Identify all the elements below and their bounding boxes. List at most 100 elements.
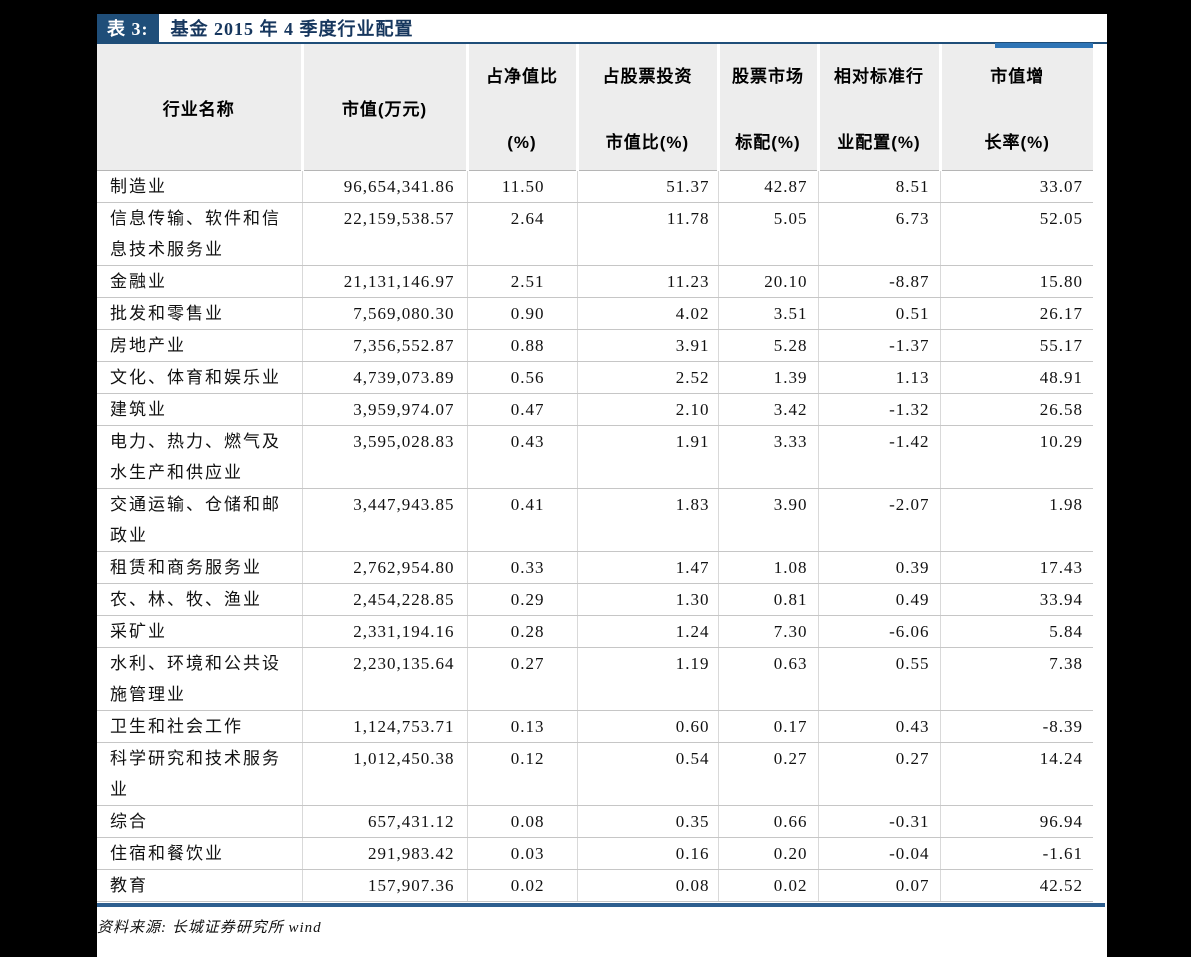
value-cell: 1.30	[576, 583, 718, 616]
value-cell: -1.42	[817, 425, 940, 489]
table-row: 交通运输、仓储和邮政业 3,447,943.85 0.41 1.83 3.90 -2.07…	[97, 488, 1093, 552]
value-cell: 657,431.12	[301, 805, 467, 838]
value-cell: 5.28	[717, 329, 818, 362]
value-cell: 0.51	[817, 297, 940, 330]
value-cell: 7,356,552.87	[301, 329, 467, 362]
industry-name-cell: 综合	[97, 805, 302, 838]
report-page: 表 3: 基金 2015 年 4 季度行业配置 行业名称 市值(万元) 占净值比 (%…	[97, 14, 1107, 957]
table-bottom-rule	[97, 903, 1105, 907]
column-header-industry: 行业名称	[97, 44, 302, 171]
column-header-line: 股票市场	[732, 67, 804, 86]
column-header-line: 市值(万元)	[341, 100, 428, 119]
table-row: 制造业 96,654,341.86 11.50 51.37 42.87 8.51 33.07	[97, 170, 1093, 203]
value-cell: 2.64	[466, 202, 577, 266]
value-cell: 2,454,228.85	[301, 583, 467, 616]
value-cell: 11.78	[576, 202, 718, 266]
column-header-pct-of-stock-investment: 占股票投资 市值比(%)	[575, 44, 718, 171]
value-cell: 0.39	[817, 551, 940, 584]
value-cell: 0.17	[717, 710, 818, 743]
value-cell: 0.33	[466, 551, 577, 584]
value-cell: 8.51	[817, 170, 940, 203]
table-title: 表 3: 基金 2015 年 4 季度行业配置	[97, 14, 1107, 42]
table-header-row: 行业名称 市值(万元) 占净值比 (%) 占股票投资 市值比(%) 股票市场 标配(%) 相对标…	[97, 44, 1093, 171]
value-cell: -0.31	[817, 805, 940, 838]
value-cell: 0.90	[466, 297, 577, 330]
industry-name-cell: 水利、环境和公共设施管理业	[97, 647, 302, 711]
industry-name-cell: 农、林、牧、渔业	[97, 583, 302, 616]
table-row: 水利、环境和公共设施管理业 2,230,135.64 0.27 1.19 0.63 0.5…	[97, 647, 1093, 711]
industry-name-cell: 房地产业	[97, 329, 302, 362]
value-cell: 1.13	[817, 361, 940, 394]
value-cell: 3,595,028.83	[301, 425, 467, 489]
title-underline	[97, 42, 1107, 48]
value-cell: 5.05	[717, 202, 818, 266]
value-cell: 0.60	[576, 710, 718, 743]
value-cell: 0.08	[576, 869, 718, 902]
column-header-line: 长率(%)	[984, 133, 1050, 152]
value-cell: 96,654,341.86	[301, 170, 467, 203]
value-cell: 0.35	[576, 805, 718, 838]
value-cell: 7.30	[717, 615, 818, 648]
industry-name-cell: 教育	[97, 869, 302, 902]
value-cell: 0.43	[466, 425, 577, 489]
value-cell: 0.47	[466, 393, 577, 426]
value-cell: 22,159,538.57	[301, 202, 467, 266]
value-cell: -1.61	[939, 837, 1093, 870]
value-cell: 0.16	[576, 837, 718, 870]
value-cell: 1.39	[717, 361, 818, 394]
value-cell: 42.87	[717, 170, 818, 203]
value-cell: 157,907.36	[301, 869, 467, 902]
industry-name-cell: 金融业	[97, 265, 302, 298]
value-cell: 17.43	[939, 551, 1093, 584]
value-cell: 0.54	[576, 742, 718, 806]
value-cell: 51.37	[576, 170, 718, 203]
value-cell: 3.90	[717, 488, 818, 552]
value-cell: 52.05	[939, 202, 1093, 266]
value-cell: 3.33	[717, 425, 818, 489]
value-cell: -8.87	[817, 265, 940, 298]
industry-name-cell: 科学研究和技术服务业	[97, 742, 302, 806]
value-cell: 20.10	[717, 265, 818, 298]
value-cell: 2.52	[576, 361, 718, 394]
column-header-line: 业配置(%)	[837, 133, 921, 152]
value-cell: 1.19	[576, 647, 718, 711]
column-header-market-value-growth: 市值增 长率(%)	[938, 44, 1093, 171]
value-cell: 33.07	[939, 170, 1093, 203]
value-cell: 11.23	[576, 265, 718, 298]
table-row: 采矿业 2,331,194.16 0.28 1.24 7.30 -6.06 5.84	[97, 615, 1093, 648]
value-cell: 26.17	[939, 297, 1093, 330]
value-cell: 10.29	[939, 425, 1093, 489]
value-cell: 21,131,146.97	[301, 265, 467, 298]
value-cell: 1.47	[576, 551, 718, 584]
table-body: 制造业 96,654,341.86 11.50 51.37 42.87 8.51 33.07…	[97, 170, 1093, 902]
value-cell: 0.13	[466, 710, 577, 743]
industry-name-cell: 租赁和商务服务业	[97, 551, 302, 584]
table-row: 教育 157,907.36 0.02 0.08 0.02 0.07 42.52	[97, 869, 1093, 902]
value-cell: 14.24	[939, 742, 1093, 806]
value-cell: 11.50	[466, 170, 577, 203]
value-cell: 2,230,135.64	[301, 647, 467, 711]
column-header-relative-benchmark-allocation: 相对标准行 业配置(%)	[816, 44, 940, 171]
column-header-line: 占净值比	[486, 67, 558, 86]
value-cell: 1.98	[939, 488, 1093, 552]
value-cell: 7.38	[939, 647, 1093, 711]
value-cell: -8.39	[939, 710, 1093, 743]
table-row: 信息传输、软件和信息技术服务业 22,159,538.57 2.64 11.78 5.0…	[97, 202, 1093, 266]
value-cell: 0.20	[717, 837, 818, 870]
value-cell: 55.17	[939, 329, 1093, 362]
table-title-text: 基金 2015 年 4 季度行业配置	[170, 19, 414, 39]
value-cell: -0.04	[817, 837, 940, 870]
value-cell: 0.27	[817, 742, 940, 806]
value-cell: -2.07	[817, 488, 940, 552]
value-cell: 33.94	[939, 583, 1093, 616]
value-cell: 4.02	[576, 297, 718, 330]
value-cell: 2,762,954.80	[301, 551, 467, 584]
industry-name-cell: 批发和零售业	[97, 297, 302, 330]
value-cell: 3.42	[717, 393, 818, 426]
table-row: 卫生和社会工作 1,124,753.71 0.13 0.60 0.17 0.43 -8.39	[97, 710, 1093, 743]
value-cell: 1.08	[717, 551, 818, 584]
source-note: 资料来源: 长城证券研究所 wind	[97, 920, 322, 936]
value-cell: 3,447,943.85	[301, 488, 467, 552]
value-cell: 1,124,753.71	[301, 710, 467, 743]
table-row: 住宿和餐饮业 291,983.42 0.03 0.16 0.20 -0.04 -1.61	[97, 837, 1093, 870]
